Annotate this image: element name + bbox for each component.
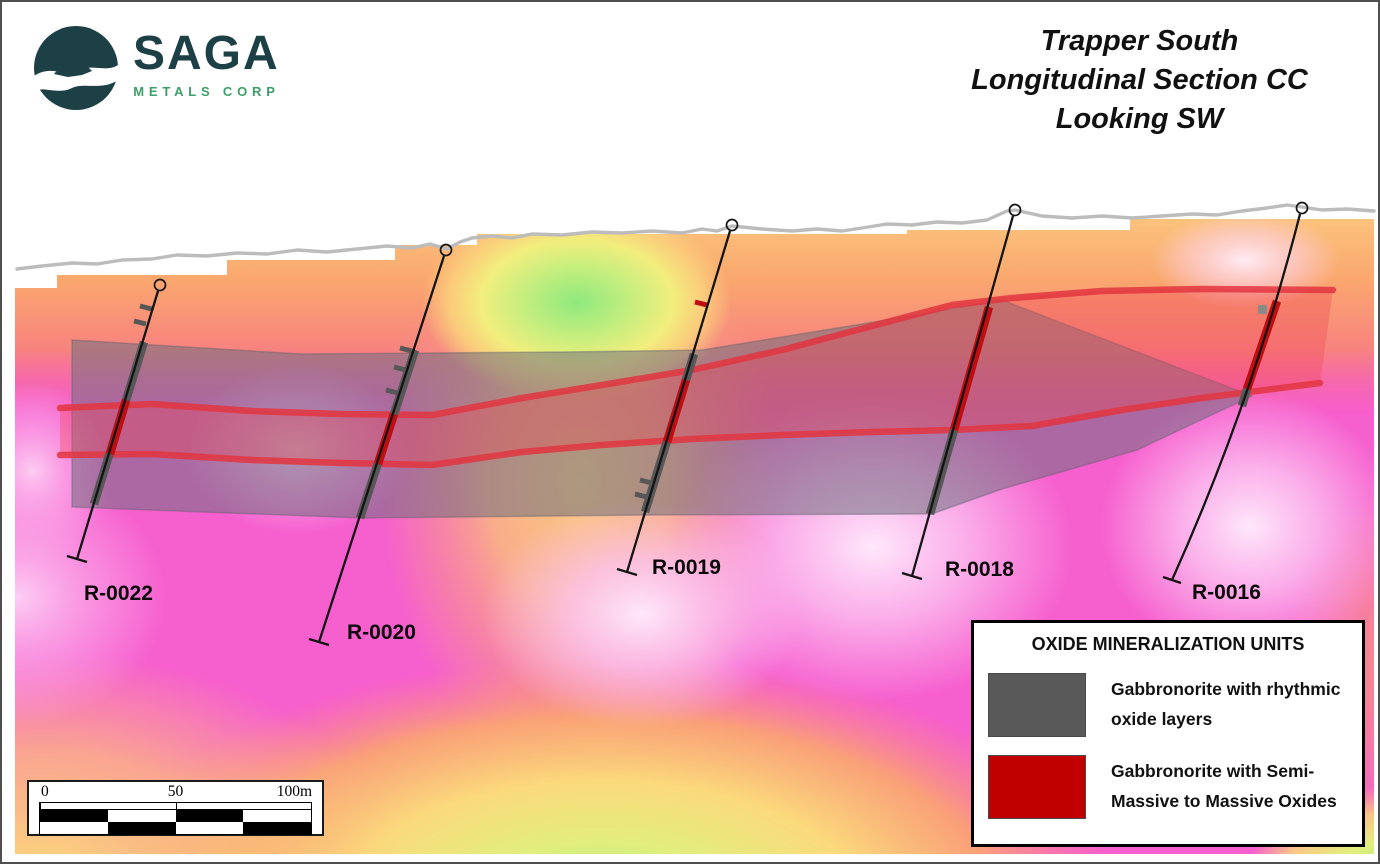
drillhole-collar-icon — [1008, 203, 1022, 217]
scale-bar-checker — [39, 809, 312, 835]
scale-bar-labels: 0 50 100m — [39, 783, 312, 802]
drillhole-r0016: R-0016 — [1162, 201, 1309, 604]
scale-label-0: 0 — [41, 783, 49, 800]
drillhole-r0018: R-0018 — [901, 203, 1022, 581]
scale-label-50: 50 — [167, 783, 184, 800]
legend-title: OXIDE MINERALIZATION UNITS — [1031, 634, 1305, 654]
oxide-band-lower-line — [56, 379, 1324, 469]
scale-bar: 0 50 100m — [27, 780, 324, 836]
drillhole-label: R-0016 — [1192, 581, 1261, 604]
legend-swatch-red — [988, 755, 1086, 819]
legend-item-massive-oxide: Gabbronorite with Semi- Massive to Massi… — [988, 755, 1348, 819]
figure-title-line3: Looking SW — [1055, 103, 1224, 136]
figure-title-line1: Trapper South — [1040, 25, 1239, 57]
figure-title: Trapper South Longitudinal Section CC Lo… — [902, 22, 1377, 139]
drillhole-r0019: R-0019 — [616, 218, 739, 579]
drillhole-r0022: R-0022 — [66, 278, 167, 605]
company-name: SAGA — [133, 27, 280, 80]
logo: SAGA METALS CORP — [32, 24, 280, 112]
drillhole-label: R-0022 — [84, 582, 153, 605]
drillhole-interval-mark — [1258, 305, 1267, 314]
legend-item-label: Gabbronorite with Semi- Massive to Massi… — [1111, 761, 1337, 811]
figure-title-line2: Longitudinal Section CC — [971, 64, 1308, 97]
company-subtitle: METALS CORP — [133, 84, 280, 99]
scale-bar-baseline — [39, 802, 312, 809]
saga-logo-icon — [34, 26, 118, 110]
drillhole-label: R-0020 — [347, 621, 416, 644]
unit-massive-oxide-band-fill — [60, 289, 1333, 465]
drillhole-collar-icon — [153, 278, 167, 292]
legend: OXIDE MINERALIZATION UNITS Gabbronorite … — [971, 620, 1365, 847]
drillhole-collar-icon — [1295, 201, 1309, 215]
drillhole-label: R-0018 — [945, 558, 1014, 581]
legend-item-label: Gabbronorite with rhythmic oxide layers — [1111, 679, 1341, 729]
drillhole-collar-icon — [725, 218, 739, 232]
scale-label-100m: 100m — [276, 783, 312, 800]
drillhole-collar-icon — [439, 243, 453, 257]
drillhole-label: R-0019 — [652, 556, 721, 579]
legend-swatch-gray — [988, 673, 1086, 737]
topography-line — [15, 203, 1376, 271]
legend-item-rhythmic-oxide: Gabbronorite with rhythmic oxide layers — [988, 673, 1348, 737]
drillhole-r0020: R-0020 — [308, 243, 453, 647]
